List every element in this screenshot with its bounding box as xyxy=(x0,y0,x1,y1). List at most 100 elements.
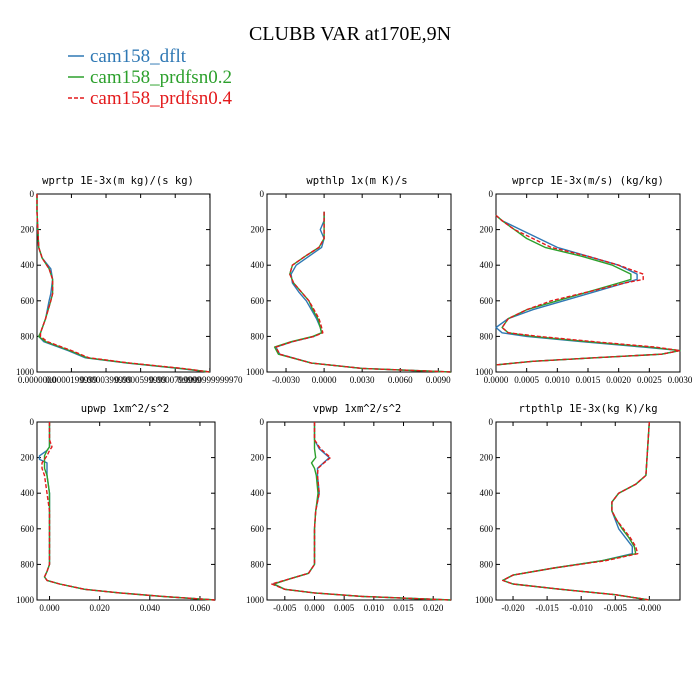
xtick-label-upwp: 0.020 xyxy=(90,603,111,613)
ytick-label-wpthlp: 600 xyxy=(251,296,265,306)
xtick-label-wprtp: 0.0000599999 xyxy=(115,375,167,385)
ytick-label-vpwp: 800 xyxy=(251,559,265,569)
ytick-label-vpwp: 1000 xyxy=(246,595,265,605)
xtick-label-rtpthlp: -0.015 xyxy=(535,603,559,613)
xtick-label-wprtp: 0.0000799999 xyxy=(149,375,201,385)
xtick-label-rtpthlp: -0.010 xyxy=(570,603,594,613)
plot-frame-vpwp xyxy=(266,421,452,601)
ytick-label-wprcp: 400 xyxy=(480,260,494,270)
ytick-label-wprcp: 1000 xyxy=(475,367,494,377)
axis-ticks-vpwp: 0 200 400 600 800 1000 -0.005 0.000 0.005 0.010 0.… xyxy=(246,417,451,613)
series-line-vpwp-prdfsn04 xyxy=(271,422,452,601)
xtick-label-wprcp: 0.0015 xyxy=(576,375,601,385)
ytick-label-wpthlp: 0 xyxy=(260,189,265,199)
lines-upwp xyxy=(38,422,216,601)
xtick-label-upwp: 0.040 xyxy=(140,603,161,613)
series-line-wprtp-prdfsn02 xyxy=(36,194,211,373)
xtick-label-upwp: 0.060 xyxy=(190,603,211,613)
ytick-label-rtpthlp: 0 xyxy=(489,417,494,427)
panel-vpwp: vpwp 1xm^2/s^2 0 200 400 600 800 1000 -0.005 0.… xyxy=(246,403,452,613)
xtick-label-wprtp: 0.0000000 xyxy=(18,375,57,385)
ytick-label-vpwp: 200 xyxy=(251,453,265,463)
lines-wpthlp xyxy=(273,211,452,373)
ytick-label-vpwp: 0 xyxy=(260,417,265,427)
xtick-label-wprtp: 0.0000999999970 xyxy=(177,375,243,385)
ytick-label-rtpthlp: 1000 xyxy=(475,595,494,605)
series-line-vpwp-dflt xyxy=(272,422,452,601)
lines-vpwp xyxy=(271,422,452,601)
series-line-upwp-prdfsn02 xyxy=(43,422,216,601)
ytick-label-wpthlp: 800 xyxy=(251,331,265,341)
ytick-label-wprtp: 400 xyxy=(21,260,35,270)
xtick-label-wpthlp: 0.0060 xyxy=(388,375,413,385)
xtick-label-upwp: 0.000 xyxy=(39,603,60,613)
ytick-label-wprtp: 200 xyxy=(21,225,35,235)
ytick-label-upwp: 1000 xyxy=(16,595,35,605)
lines-wprtp xyxy=(36,194,211,373)
series-line-wprtp-dflt xyxy=(36,194,211,373)
ytick-label-rtpthlp: 800 xyxy=(480,559,494,569)
ytick-label-wprtp: 0 xyxy=(30,189,35,199)
xtick-label-vpwp: 0.005 xyxy=(334,603,355,613)
ytick-label-wpthlp: 400 xyxy=(251,260,265,270)
panel-title-vpwp: vpwp 1xm^2/s^2 xyxy=(313,403,402,415)
xtick-label-wprcp: 0.0030 xyxy=(668,375,693,385)
ytick-label-upwp: 200 xyxy=(21,453,35,463)
ytick-label-rtpthlp: 600 xyxy=(480,524,494,534)
ytick-label-wprtp: 600 xyxy=(21,296,35,306)
panel-title-upwp: upwp 1xm^2/s^2 xyxy=(81,403,170,415)
panel-rtpthlp: rtpthlp 1E-3x(kg K)/kg 0 200 400 600 800 1000… xyxy=(475,403,681,613)
axis-ticks-wpthlp: 0 200 400 600 800 1000 -0.0030 0.0000 0.0030 0.00… xyxy=(246,189,451,385)
xtick-label-wprtp: 0.0000399999 xyxy=(80,375,132,385)
panel-title-wprcp: wprcp 1E-3x(m/s) (kg/kg) xyxy=(512,175,664,187)
panel-wprcp: wprcp 1E-3x(m/s) (kg/kg) 0 200 400 600 800 10… xyxy=(475,175,693,385)
ytick-label-wprcp: 800 xyxy=(480,331,494,341)
legend-label-dflt: cam158_dflt xyxy=(90,46,187,67)
ytick-label-upwp: 800 xyxy=(21,559,35,569)
plot-frame-upwp xyxy=(36,421,216,601)
ytick-label-rtpthlp: 400 xyxy=(480,488,494,498)
xtick-label-vpwp: 0.020 xyxy=(423,603,444,613)
xtick-label-vpwp: 0.015 xyxy=(393,603,414,613)
xtick-label-wpthlp: -0.0030 xyxy=(272,375,300,385)
series-line-wprcp-prdfsn04 xyxy=(495,214,681,366)
ytick-label-wpthlp: 200 xyxy=(251,225,265,235)
xtick-label-rtpthlp: -0.005 xyxy=(604,603,628,613)
lines-wprcp xyxy=(495,214,681,366)
ytick-label-upwp: 600 xyxy=(21,524,35,534)
xtick-label-wpthlp: 0.0090 xyxy=(426,375,451,385)
xtick-label-wpthlp: 0.0000 xyxy=(312,375,337,385)
ytick-label-upwp: 400 xyxy=(21,488,35,498)
ytick-label-wpthlp: 1000 xyxy=(246,367,265,377)
xtick-label-vpwp: 0.000 xyxy=(304,603,325,613)
panel-wpthlp: wpthlp 1x(m K)/s 0 200 400 600 800 1000 -0.003… xyxy=(246,175,452,385)
xtick-label-wprcp: 0.0025 xyxy=(637,375,662,385)
ytick-label-wprtp: 1000 xyxy=(16,367,35,377)
ytick-label-upwp: 0 xyxy=(30,417,35,427)
xtick-label-rtpthlp: -0.000 xyxy=(638,603,662,613)
xtick-label-wprcp: 0.0010 xyxy=(545,375,570,385)
series-line-upwp-prdfsn04 xyxy=(41,422,216,601)
axis-ticks-upwp: 0 200 400 600 800 1000 0.000 0.020 0.040 0.060 xyxy=(16,417,215,613)
xtick-label-rtpthlp: -0.020 xyxy=(501,603,525,613)
xtick-label-vpwp: -0.005 xyxy=(273,603,297,613)
axis-ticks-rtpthlp: 0 200 400 600 800 1000 -0.020 -0.015 -0.010 -0.00… xyxy=(475,417,680,613)
xtick-label-wpthlp: 0.0030 xyxy=(350,375,375,385)
panel-wprtp: wprtp 1E-3x(m kg)/(s kg) 0 200 400 600 800 10… xyxy=(16,175,243,385)
panel-title-rtpthlp: rtpthlp 1E-3x(kg K)/kg xyxy=(518,403,657,415)
xtick-label-vpwp: 0.010 xyxy=(364,603,385,613)
figure-title: CLUBB VAR at170E,9N xyxy=(249,23,451,45)
ytick-label-vpwp: 400 xyxy=(251,488,265,498)
plot-frame-wprtp xyxy=(36,193,211,373)
panel-upwp: upwp 1xm^2/s^2 0 200 400 600 800 1000 0.000 0.0… xyxy=(16,403,216,613)
plot-frame-rtpthlp xyxy=(495,421,681,601)
legend-label-prdfsn04: cam158_prdfsn0.4 xyxy=(90,88,232,109)
plot-frame-wprcp xyxy=(495,193,681,373)
ytick-label-wprcp: 600 xyxy=(480,296,494,306)
xtick-label-wprtp: 0.0000199999 xyxy=(46,375,98,385)
series-line-vpwp-prdfsn02 xyxy=(273,422,452,601)
lines-rtpthlp xyxy=(502,421,650,601)
ytick-label-vpwp: 600 xyxy=(251,524,265,534)
